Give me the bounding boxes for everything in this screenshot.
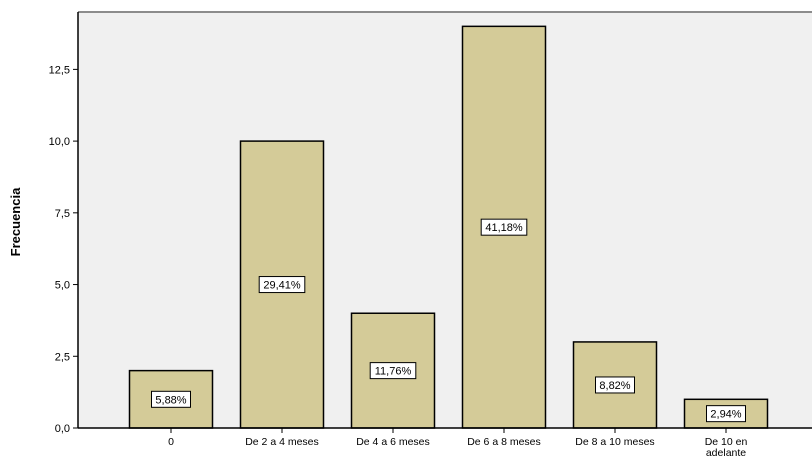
- data-label-box: [480, 218, 528, 236]
- y-tick-label: 10,0: [49, 136, 70, 148]
- y-axis-ticks: 0,0 2,5 5,0 7,5 10,0 12,5: [49, 64, 78, 435]
- x-axis-categories: 0 De 2 a 4 meses De 4 a 6 meses De 6 a 8 me…: [168, 428, 747, 459]
- plot-background: [78, 12, 812, 428]
- y-axis-label: Frecuencia: [8, 187, 23, 256]
- data-label-box: [595, 376, 635, 394]
- x-category-label: 0: [168, 436, 174, 448]
- y-tick-label: 2,5: [55, 351, 70, 363]
- data-label: 29,41%: [263, 280, 301, 292]
- x-category-label: De 6 a 8 meses: [467, 436, 541, 448]
- y-tick-label: 5,0: [55, 280, 70, 292]
- data-label: 41,18%: [485, 222, 523, 234]
- data-label: 5,88%: [155, 394, 186, 406]
- data-label: 11,76%: [375, 366, 412, 378]
- y-tick-label: 12,5: [49, 64, 70, 76]
- x-category-label: De 4 a 6 meses: [356, 436, 430, 448]
- data-label-box: [369, 362, 417, 380]
- data-label: 2,94%: [710, 409, 741, 421]
- data-label-box: [258, 276, 306, 294]
- data-label: 8,82%: [599, 380, 630, 392]
- bars: 5,88% 29,41% 11,76% 41,18% 8,82% 2,94%: [128, 25, 769, 429]
- x-category-label: De 8 a 10 meses: [575, 436, 654, 448]
- data-label-box: [706, 405, 746, 423]
- x-category-label: adelante: [706, 447, 746, 459]
- x-category-label: De 10 en: [705, 436, 748, 448]
- data-label-box: [151, 390, 191, 408]
- y-tick-label: 7,5: [55, 208, 70, 220]
- x-category-label: De 2 a 4 meses: [245, 436, 319, 448]
- y-tick-label: 0,0: [55, 423, 70, 435]
